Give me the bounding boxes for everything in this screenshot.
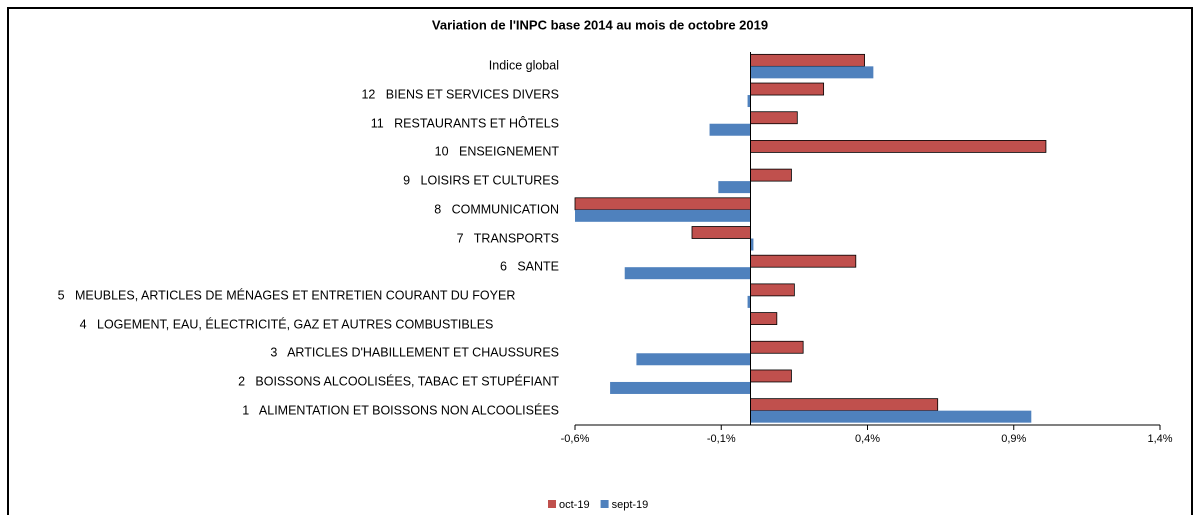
bar: [750, 140, 1047, 153]
bar: [750, 340, 804, 354]
bar: [575, 209, 751, 222]
x-tick-label: 0,9%: [1001, 433, 1026, 445]
category-label: 6 SANTE: [499, 259, 559, 274]
bar: [750, 82, 825, 96]
x-tick-label: 0,4%: [855, 433, 880, 445]
bar: [718, 181, 751, 194]
category-label: 1 ALIMENTATION ET BOISSONS NON ALCOOLISÉ…: [242, 403, 559, 418]
category-label: 4 LOGEMENT, EAU, ÉLECTRICITÉ, GAZ ET AUT…: [79, 317, 494, 332]
category-label: 12 BIENS ET SERVICES DIVERS: [361, 87, 559, 102]
category-label: 3 ARTICLES D'HABILLEMENT ET CHAUSSURES: [270, 345, 559, 360]
bar: [624, 267, 751, 280]
category-label: 5 MEUBLES, ARTICLES DE MÉNAGES ET ENTRET…: [57, 288, 516, 303]
category-label: 7 TRANSPORTS: [456, 231, 559, 245]
bar: [574, 197, 751, 211]
bar: [750, 398, 939, 412]
bar: [750, 111, 798, 125]
legend-label: sept-19: [612, 499, 649, 511]
x-tick-label: -0,1%: [707, 433, 736, 445]
bar: [610, 381, 751, 394]
category-label: 11 RESTAURANTS ET HÔTELS: [370, 116, 559, 131]
legend-swatch: [600, 500, 609, 508]
bar: [636, 353, 751, 366]
bar: [750, 238, 754, 251]
x-tick-label: 1,4%: [1147, 433, 1172, 445]
bar: [747, 95, 751, 108]
bar: [750, 369, 792, 383]
bar: [750, 312, 778, 325]
bar: [709, 123, 751, 136]
bar: [750, 410, 1032, 423]
frame: [7, 7, 1193, 515]
bar: [750, 254, 857, 268]
category-label: 8 COMMUNICATION: [434, 202, 559, 217]
bar: [750, 66, 874, 79]
bar: [691, 226, 751, 239]
category-label: 9 LOISIRS ET CULTURES: [403, 173, 559, 188]
bar: [750, 283, 795, 297]
category-label: 2 BOISSONS ALCOOLISÉES, TABAC ET STUPÉFI…: [238, 374, 559, 389]
category-label: 10 ENSEIGNEMENT: [434, 144, 559, 159]
bar: [750, 53, 865, 67]
bar: [747, 295, 751, 308]
chart-title: Variation de l'INPC base 2014 au mois de…: [432, 17, 768, 32]
legend-label: oct-19: [559, 499, 590, 511]
category-label: Indice global: [488, 58, 559, 73]
x-tick-label: -0,6%: [561, 433, 590, 445]
bar: [750, 168, 792, 182]
legend-swatch: [548, 500, 556, 508]
